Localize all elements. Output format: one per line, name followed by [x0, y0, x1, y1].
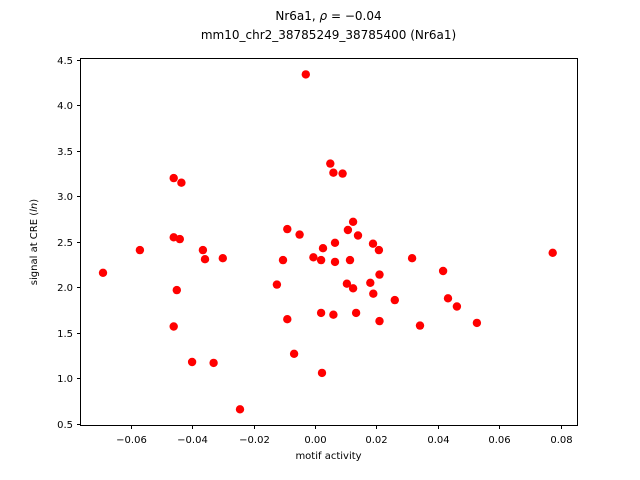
y-tick-label: 2.0 — [57, 283, 73, 294]
data-point — [443, 294, 453, 303]
data-point — [345, 255, 355, 265]
data-point — [295, 230, 304, 239]
data-point — [348, 217, 358, 226]
axes-spines — [80, 58, 578, 426]
data-point — [198, 245, 208, 255]
data-point — [368, 239, 378, 248]
data-point — [407, 254, 417, 263]
chart-title: Nr6a1, ρ = −0.04 — [80, 7, 577, 26]
data-point — [301, 70, 310, 79]
chart-subtitle: mm10_chr2_38785249_38785400 (Nr6a1) — [200, 28, 457, 42]
data-point — [472, 318, 482, 328]
data-point — [317, 368, 327, 378]
x-tick-label: 0.06 — [488, 435, 510, 446]
y-axis-label: signal at CRE (ln) — [29, 182, 43, 302]
data-point — [351, 308, 361, 318]
data-point — [283, 224, 292, 234]
y-tick-label: 0.5 — [57, 420, 73, 431]
data-point — [329, 310, 338, 319]
data-point — [415, 321, 425, 330]
x-tick-label: −0.04 — [177, 435, 208, 446]
data-point — [353, 231, 363, 240]
data-point — [135, 245, 145, 255]
y-axis-label-prefix: signal at CRE ( — [29, 211, 40, 286]
data-point — [343, 225, 353, 235]
x-tick-label: 0.04 — [427, 435, 449, 446]
data-point — [318, 244, 328, 253]
y-tick-label: 1.5 — [57, 329, 73, 340]
data-point — [326, 159, 335, 168]
data-point — [187, 357, 197, 367]
rho-symbol: ρ — [319, 9, 328, 23]
y-tick-label: 2.5 — [57, 238, 73, 249]
x-tick-label: 0.00 — [304, 435, 326, 446]
data-point — [169, 173, 178, 183]
data-point — [342, 279, 352, 288]
data-point — [278, 255, 288, 265]
data-point — [375, 316, 384, 326]
data-point — [283, 315, 292, 324]
data-point — [272, 280, 282, 289]
data-point — [438, 266, 448, 276]
data-point — [375, 270, 384, 279]
data-point — [235, 405, 245, 414]
data-point — [390, 295, 399, 305]
x-tick-label: −0.02 — [239, 435, 270, 446]
y-tick-label: 1.0 — [57, 374, 73, 385]
chart-title-value: = −0.04 — [327, 9, 382, 23]
data-point — [330, 257, 340, 267]
data-point — [289, 349, 299, 358]
data-point — [98, 268, 108, 277]
x-tick-label: 0.08 — [550, 435, 572, 446]
x-tick-label: 0.02 — [365, 435, 387, 446]
chart-title-block: Nr6a1, ρ = −0.04 mm10_chr2_38785249_3878… — [80, 7, 577, 45]
data-point — [369, 289, 378, 298]
data-point — [175, 234, 184, 244]
data-point — [218, 254, 227, 263]
data-point — [169, 322, 178, 331]
chart-title-prefix: Nr6a1, — [275, 9, 320, 23]
y-axis-label-suffix: ) — [29, 198, 40, 203]
data-point — [200, 255, 210, 264]
data-point — [316, 308, 326, 318]
y-tick-label: 3.0 — [57, 192, 73, 203]
data-point — [316, 255, 326, 265]
data-point — [329, 168, 338, 177]
x-tick-label: −0.06 — [116, 435, 147, 446]
data-point — [209, 358, 218, 368]
data-point — [452, 302, 462, 311]
y-tick-label: 4.0 — [57, 101, 73, 112]
data-point — [338, 169, 347, 178]
x-axis-label: motif activity — [295, 451, 362, 462]
y-axis-label-ln: ln — [29, 202, 40, 212]
data-point — [348, 284, 358, 293]
y-tick-label: 3.5 — [57, 147, 73, 158]
data-point — [374, 245, 384, 255]
data-point — [330, 238, 340, 247]
data-point — [548, 248, 557, 257]
data-point — [366, 278, 375, 287]
data-point — [177, 178, 186, 187]
y-tick-label: 4.5 — [57, 56, 73, 67]
data-point — [309, 253, 318, 262]
data-point — [172, 285, 181, 295]
